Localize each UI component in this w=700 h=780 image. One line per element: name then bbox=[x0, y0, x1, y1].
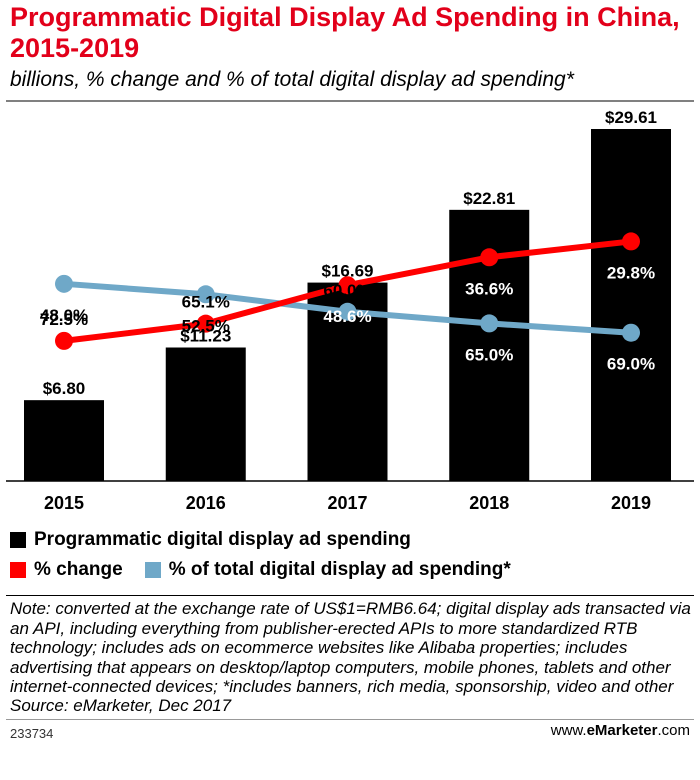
spending-value-label-2018: $22.81 bbox=[463, 189, 515, 208]
legend-label-change: % change bbox=[34, 559, 123, 580]
legend-swatch-change bbox=[10, 562, 26, 578]
lines-layer bbox=[55, 232, 640, 350]
chart-subtitle: billions, % change and % of total digita… bbox=[10, 68, 574, 91]
legend-label-share: % of total digital display ad spending* bbox=[168, 559, 511, 580]
share-value-label-2018: 65.0% bbox=[465, 345, 513, 364]
chart-source: Source: eMarketer, Dec 2017 bbox=[10, 696, 232, 715]
brand-name: eMarketer bbox=[586, 722, 658, 739]
change-value-label-2016: 65.1% bbox=[182, 293, 230, 312]
change-value-label-2015: 72.5% bbox=[40, 310, 88, 329]
legend-label-spending: Programmatic digital display ad spending bbox=[34, 529, 411, 550]
spending-value-label-2015: $6.80 bbox=[43, 379, 86, 398]
spending-bar-2016 bbox=[165, 347, 246, 481]
change-point-2017 bbox=[338, 276, 357, 295]
x-tick-label-2017: 2017 bbox=[327, 493, 367, 513]
brand-suffix: .com bbox=[657, 722, 690, 739]
share-point-2016 bbox=[196, 285, 215, 304]
footer-divider bbox=[6, 719, 694, 720]
legend-swatch-spending bbox=[10, 532, 26, 548]
brand-prefix: www. bbox=[550, 722, 587, 739]
spending-value-label-2019: $29.61 bbox=[605, 108, 657, 127]
legend-row-1: Programmatic digital display ad spending bbox=[10, 528, 411, 552]
bars-layer bbox=[24, 129, 671, 481]
share-value-label-2017: 60.0% bbox=[323, 281, 371, 300]
chart-id: 233734 bbox=[10, 726, 54, 741]
change-value-label-2017: 48.6% bbox=[323, 307, 371, 326]
share-value-label-2019: 69.0% bbox=[607, 355, 655, 374]
share-value-label-2016: 52.5% bbox=[182, 316, 230, 335]
spending-bar-2015 bbox=[24, 400, 104, 481]
chart-area: $6.80 $11.23 $16.69 $22.81 $29.61 72.5% 65.1% 4… bbox=[6, 100, 694, 513]
change-value-label-2018: 36.6% bbox=[465, 279, 513, 298]
change-point-2015 bbox=[55, 331, 73, 350]
legend-row-2: % change % of total digital display ad s… bbox=[10, 558, 511, 582]
brand-logo: www.eMarketer.com bbox=[551, 722, 690, 739]
change-point-2016 bbox=[196, 314, 215, 333]
x-tick-label-2018: 2018 bbox=[469, 493, 509, 513]
spending-value-label-2016: $11.23 bbox=[180, 326, 231, 345]
spending-bar-2019 bbox=[591, 129, 671, 481]
share-point-2019 bbox=[622, 323, 640, 342]
ticks-layer: 2015 2016 2017 2018 2019 bbox=[44, 493, 651, 513]
x-tick-label-2015: 2015 bbox=[44, 493, 84, 513]
x-tick-label-2016: 2016 bbox=[186, 493, 226, 513]
share-point-2017 bbox=[338, 302, 357, 321]
labels-layer: $6.80 $11.23 $16.69 $22.81 $29.61 72.5% 65.1% 4… bbox=[40, 108, 657, 398]
spending-value-label-2017: $16.69 bbox=[322, 262, 374, 281]
chart-title: Programmatic Digital Display Ad Spending… bbox=[10, 2, 680, 63]
change-point-2019 bbox=[622, 232, 640, 251]
x-tick-label-2019: 2019 bbox=[611, 493, 651, 513]
share-point-2015 bbox=[55, 274, 73, 293]
change-point-2018 bbox=[480, 248, 499, 267]
note-divider bbox=[6, 595, 694, 596]
share-point-2018 bbox=[480, 314, 499, 333]
legend-swatch-share bbox=[144, 562, 161, 578]
change-value-label-2019: 29.8% bbox=[607, 263, 655, 282]
chart-note: Note: converted at the exchange rate of … bbox=[10, 599, 691, 696]
share-value-label-2015: 48.0% bbox=[40, 306, 88, 325]
